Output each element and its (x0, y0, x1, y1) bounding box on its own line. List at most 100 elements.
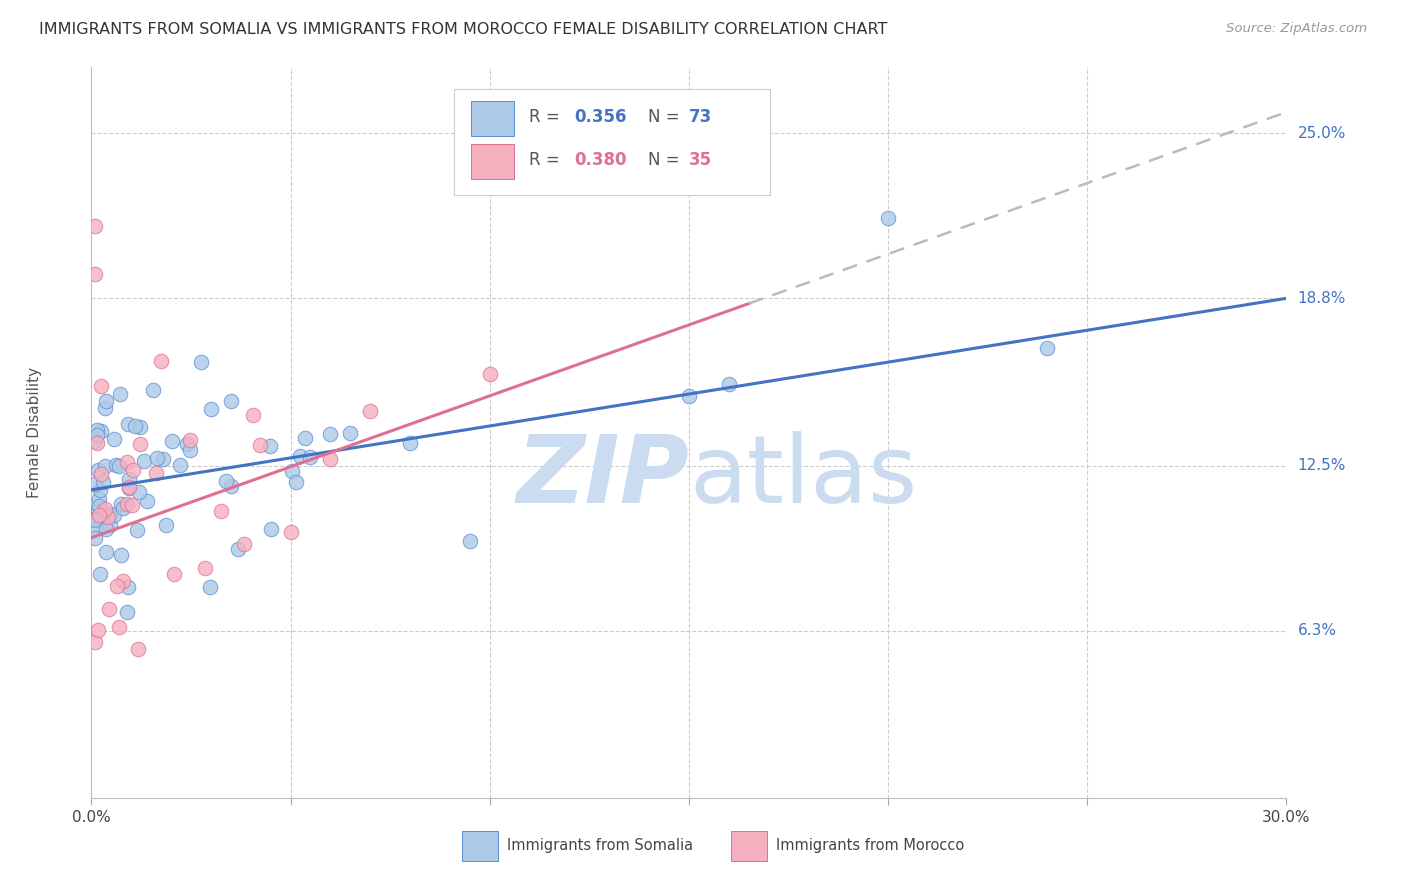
Point (110, 548, 132, 562)
Point (117, 497, 139, 511)
Point (299, 450, 322, 464)
Point (112, 574, 135, 588)
Point (87, 504, 110, 518)
FancyBboxPatch shape (461, 831, 498, 861)
Text: 12.5%: 12.5% (1298, 458, 1346, 474)
Point (107, 459, 129, 474)
Point (219, 393, 242, 408)
Point (129, 420, 152, 434)
Point (242, 408, 264, 422)
Point (179, 433, 201, 447)
Point (249, 438, 271, 452)
Text: N =: N = (648, 151, 681, 169)
Point (478, 367, 501, 381)
Point (108, 386, 131, 401)
Text: atlas: atlas (689, 431, 917, 523)
Point (117, 580, 139, 594)
Point (190, 355, 212, 369)
Point (103, 432, 125, 446)
Point (89, 567, 111, 582)
Point (98, 507, 121, 521)
Point (104, 458, 127, 472)
Point (717, 377, 740, 392)
Point (98, 517, 121, 532)
Point (399, 436, 422, 450)
Point (105, 578, 128, 592)
Point (84, 476, 107, 491)
Point (97, 602, 120, 616)
Point (84, 522, 107, 536)
Point (145, 466, 167, 480)
Point (121, 498, 143, 512)
Point (176, 437, 198, 451)
Point (146, 451, 169, 466)
Point (117, 455, 139, 469)
Point (96, 521, 118, 535)
Point (200, 401, 222, 416)
Point (94, 394, 117, 409)
Point (294, 431, 316, 445)
FancyBboxPatch shape (454, 89, 770, 195)
Point (86, 436, 108, 450)
Text: IMMIGRANTS FROM SOMALIA VS IMMIGRANTS FROM MOROCCO FEMALE DISABILITY CORRELATION: IMMIGRANTS FROM SOMALIA VS IMMIGRANTS FR… (39, 22, 887, 37)
Point (94, 459, 117, 474)
Point (1036, 341, 1059, 355)
Point (122, 463, 145, 477)
Text: 6.3%: 6.3% (1298, 624, 1337, 639)
Point (118, 481, 141, 495)
Point (89, 509, 111, 524)
Text: 35: 35 (689, 151, 711, 169)
Point (118, 472, 141, 486)
Point (87, 463, 110, 477)
Point (219, 478, 242, 492)
Point (280, 465, 302, 479)
Point (84, 531, 107, 545)
Point (117, 417, 139, 431)
Point (877, 211, 900, 225)
Point (84, 268, 107, 282)
Point (111, 500, 134, 515)
Point (86, 423, 108, 437)
Text: 18.8%: 18.8% (1298, 291, 1346, 306)
FancyBboxPatch shape (471, 144, 515, 178)
Point (90, 424, 112, 438)
Point (259, 439, 281, 453)
Text: N =: N = (648, 108, 681, 127)
Point (160, 434, 183, 449)
Text: ZIP: ZIP (516, 431, 689, 523)
Text: 73: 73 (689, 108, 713, 127)
Point (87, 508, 110, 522)
Point (124, 419, 146, 434)
Point (110, 497, 132, 511)
Point (194, 561, 217, 575)
Text: 0.356: 0.356 (574, 108, 627, 127)
Point (84, 512, 107, 526)
Point (155, 517, 177, 532)
Point (89, 492, 111, 507)
Point (288, 449, 311, 463)
Point (94, 401, 117, 416)
Point (209, 504, 232, 518)
Point (87, 499, 110, 513)
Point (129, 436, 152, 450)
Point (198, 580, 221, 594)
Point (280, 524, 302, 539)
Point (90, 378, 112, 392)
Point (97, 510, 120, 524)
Point (84, 634, 107, 648)
Point (91, 475, 114, 490)
Point (89, 483, 111, 498)
Point (259, 523, 281, 537)
Text: 25.0%: 25.0% (1298, 126, 1346, 141)
Text: Immigrants from Morocco: Immigrants from Morocco (776, 838, 965, 854)
Point (169, 458, 191, 473)
Point (232, 536, 254, 550)
Point (84, 513, 107, 527)
Text: 0.380: 0.380 (574, 151, 627, 169)
Point (319, 451, 342, 466)
Point (458, 534, 481, 549)
Text: R =: R = (529, 108, 565, 127)
Point (84, 434, 107, 448)
Point (359, 404, 381, 418)
Text: Source: ZipAtlas.com: Source: ZipAtlas.com (1226, 22, 1367, 36)
